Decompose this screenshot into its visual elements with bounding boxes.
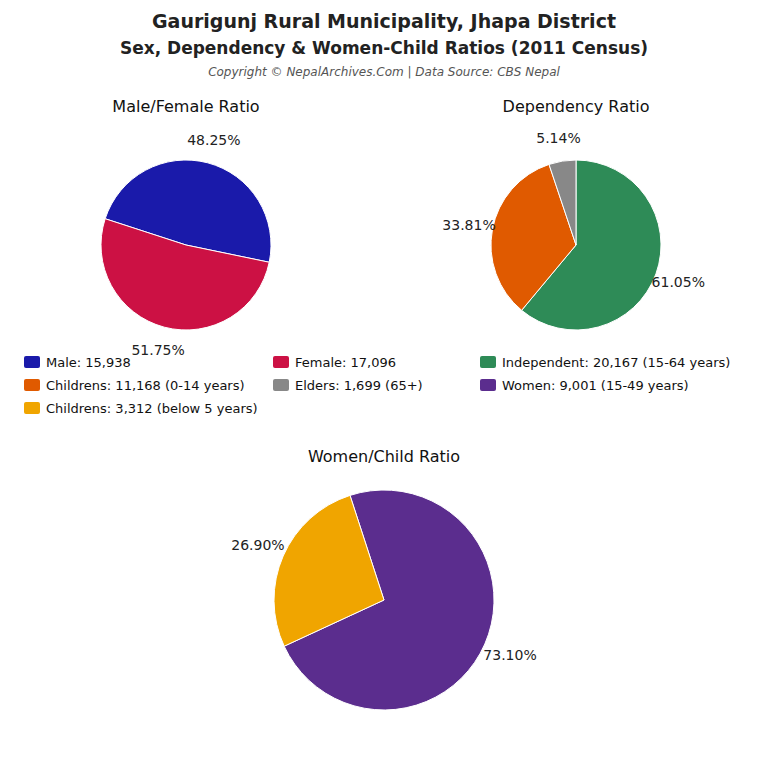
legend: Male: 15,938 Female: 17,096 Independent: 2… <box>24 355 730 416</box>
legend-swatch <box>24 356 40 368</box>
legend-item: Elders: 1,699 (65+) <box>273 378 423 393</box>
legend-item: Childrens: 11,168 (0-14 years) <box>24 378 245 393</box>
pie-slice <box>101 219 269 330</box>
legend-item: Male: 15,938 <box>24 355 131 370</box>
chart-title: Male/Female Ratio <box>112 97 259 116</box>
chart-title: Women/Child Ratio <box>308 447 460 466</box>
slice-labels: 73.10% 26.90% <box>231 537 536 663</box>
slice-labels: 61.05% 33.81% 5.14% <box>442 130 705 290</box>
slices <box>274 490 494 710</box>
chart-root: Gaurigunj Rural Municipality, Jhapa Dist… <box>0 0 768 768</box>
slices <box>491 160 661 330</box>
legend-item: Women: 9,001 (15-49 years) <box>480 378 689 393</box>
legend-label: Independent: 20,167 (15-64 years) <box>502 355 730 370</box>
data-label: 26.90% <box>231 537 284 553</box>
legend-swatch <box>480 356 496 368</box>
data-label: 61.05% <box>652 274 705 290</box>
slices <box>101 160 271 330</box>
annotation: Copyright © NepalArchives.Com | Data Sou… <box>208 65 560 79</box>
legend-label: Childrens: 3,312 (below 5 years) <box>46 401 258 416</box>
legend-label: Female: 17,096 <box>295 355 396 370</box>
data-label: 33.81% <box>442 217 495 233</box>
pie-slice <box>274 495 384 646</box>
legend-item: Independent: 20,167 (15-64 years) <box>480 355 730 370</box>
data-label: 73.10% <box>483 647 536 663</box>
pie-chart: Women/Child Ratio 73.10% 26.90% <box>231 447 536 710</box>
legend-swatch <box>273 356 289 368</box>
subtitle: Sex, Dependency & Women-Child Ratios (20… <box>120 38 648 58</box>
legend-item: Childrens: 3,312 (below 5 years) <box>24 401 258 416</box>
data-label: 5.14% <box>536 130 580 146</box>
pie-chart: Male/Female Ratio 48.25% 51.75% <box>101 97 271 358</box>
legend-label: Childrens: 11,168 (0-14 years) <box>46 378 245 393</box>
data-label: 48.25% <box>187 132 240 148</box>
legend-swatch <box>24 402 40 414</box>
title: Gaurigunj Rural Municipality, Jhapa Dist… <box>152 10 616 32</box>
legend-label: Male: 15,938 <box>46 355 131 370</box>
chart-title: Dependency Ratio <box>503 97 650 116</box>
legend-swatch <box>24 379 40 391</box>
legend-label: Women: 9,001 (15-49 years) <box>502 378 689 393</box>
pie-slice <box>549 160 576 245</box>
legend-item: Female: 17,096 <box>273 355 396 370</box>
legend-label: Elders: 1,699 (65+) <box>295 378 423 393</box>
legend-swatch <box>273 379 289 391</box>
slice-labels: 48.25% 51.75% <box>131 132 240 358</box>
pie-chart: Dependency Ratio 61.05% 33.81% 5.14% <box>442 97 705 330</box>
legend-swatch <box>480 379 496 391</box>
data-label: 51.75% <box>131 342 184 358</box>
